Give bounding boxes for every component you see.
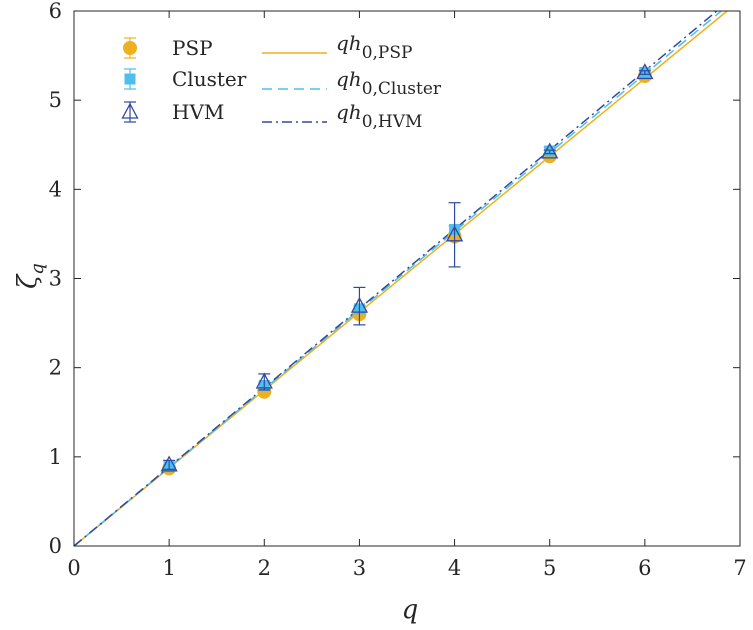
axis-ticks: 0 1 2 3 4 5 6 7 0 1 2 3 4 5 6 [49, 0, 747, 580]
data-point-HVM [160, 455, 178, 472]
legend-label-sub: 0,Cluster [362, 79, 442, 99]
x-tick-label: 3 [353, 556, 366, 580]
y-tick-label: 2 [49, 356, 62, 380]
legend-label: qh0,HVM [336, 100, 422, 132]
y-tick-label: 4 [49, 177, 62, 201]
legend-entry-PSP: PSP [123, 36, 213, 60]
y-axis-label-sub: q [27, 263, 48, 275]
legend-label: qh0,Cluster [336, 67, 442, 99]
legend-label-main: qh [336, 100, 362, 124]
x-tick-label: 1 [162, 556, 175, 580]
x-tick-label: 5 [543, 556, 556, 580]
series-HVM [160, 63, 654, 472]
y-tick-label: 3 [49, 267, 62, 291]
legend-label-sub: 0,PSP [362, 43, 413, 63]
data-point-HVM [636, 63, 654, 80]
legend-entry-0,HVM: qh0,HVM [262, 100, 422, 132]
data-series [160, 63, 654, 476]
data-point-HVM [445, 225, 464, 242]
legend-label-sub: 0,HVM [362, 112, 423, 132]
legend-label: HVM [172, 100, 224, 124]
data-point-HVM [541, 142, 559, 159]
legend-entry-Cluster: Cluster [124, 67, 247, 91]
y-axis-label: ζq [13, 263, 48, 289]
y-tick-label: 6 [49, 0, 62, 23]
fit-lines [73, 10, 728, 547]
legend-marker [124, 73, 136, 85]
x-tick-label: 4 [448, 556, 461, 580]
legend-label: PSP [172, 36, 213, 60]
data-point-HVM [255, 372, 273, 389]
fit-line-qh_0,Cluster [73, 10, 722, 547]
legend-entry-0,PSP: qh0,PSP [262, 31, 412, 63]
legend-entry-0,Cluster: qh0,Cluster [262, 67, 442, 99]
y-tick-label: 0 [49, 534, 62, 558]
x-tick-label: 0 [67, 556, 80, 580]
legend-label: qh0,PSP [336, 31, 412, 63]
legend-label-main: qh [336, 67, 362, 91]
x-tick-label: 2 [258, 556, 271, 580]
x-tick-label: 6 [638, 556, 651, 580]
y-axis-label-main: ζ [13, 273, 43, 289]
svg-text:ζq: ζq [13, 263, 48, 289]
x-axis-label: q [402, 595, 419, 625]
legend-label-main: qh [336, 31, 362, 55]
legend-marker [123, 41, 137, 55]
y-tick-label: 1 [49, 445, 62, 469]
fit-line-qh_0,PSP [73, 10, 728, 547]
data-point-HVM [350, 296, 369, 313]
legend-marker [121, 102, 139, 119]
x-tick-label: 7 [733, 556, 746, 580]
legend-entry-HVM: HVM [121, 100, 224, 124]
legend-label: Cluster [172, 67, 247, 91]
y-tick-label: 5 [49, 88, 62, 112]
